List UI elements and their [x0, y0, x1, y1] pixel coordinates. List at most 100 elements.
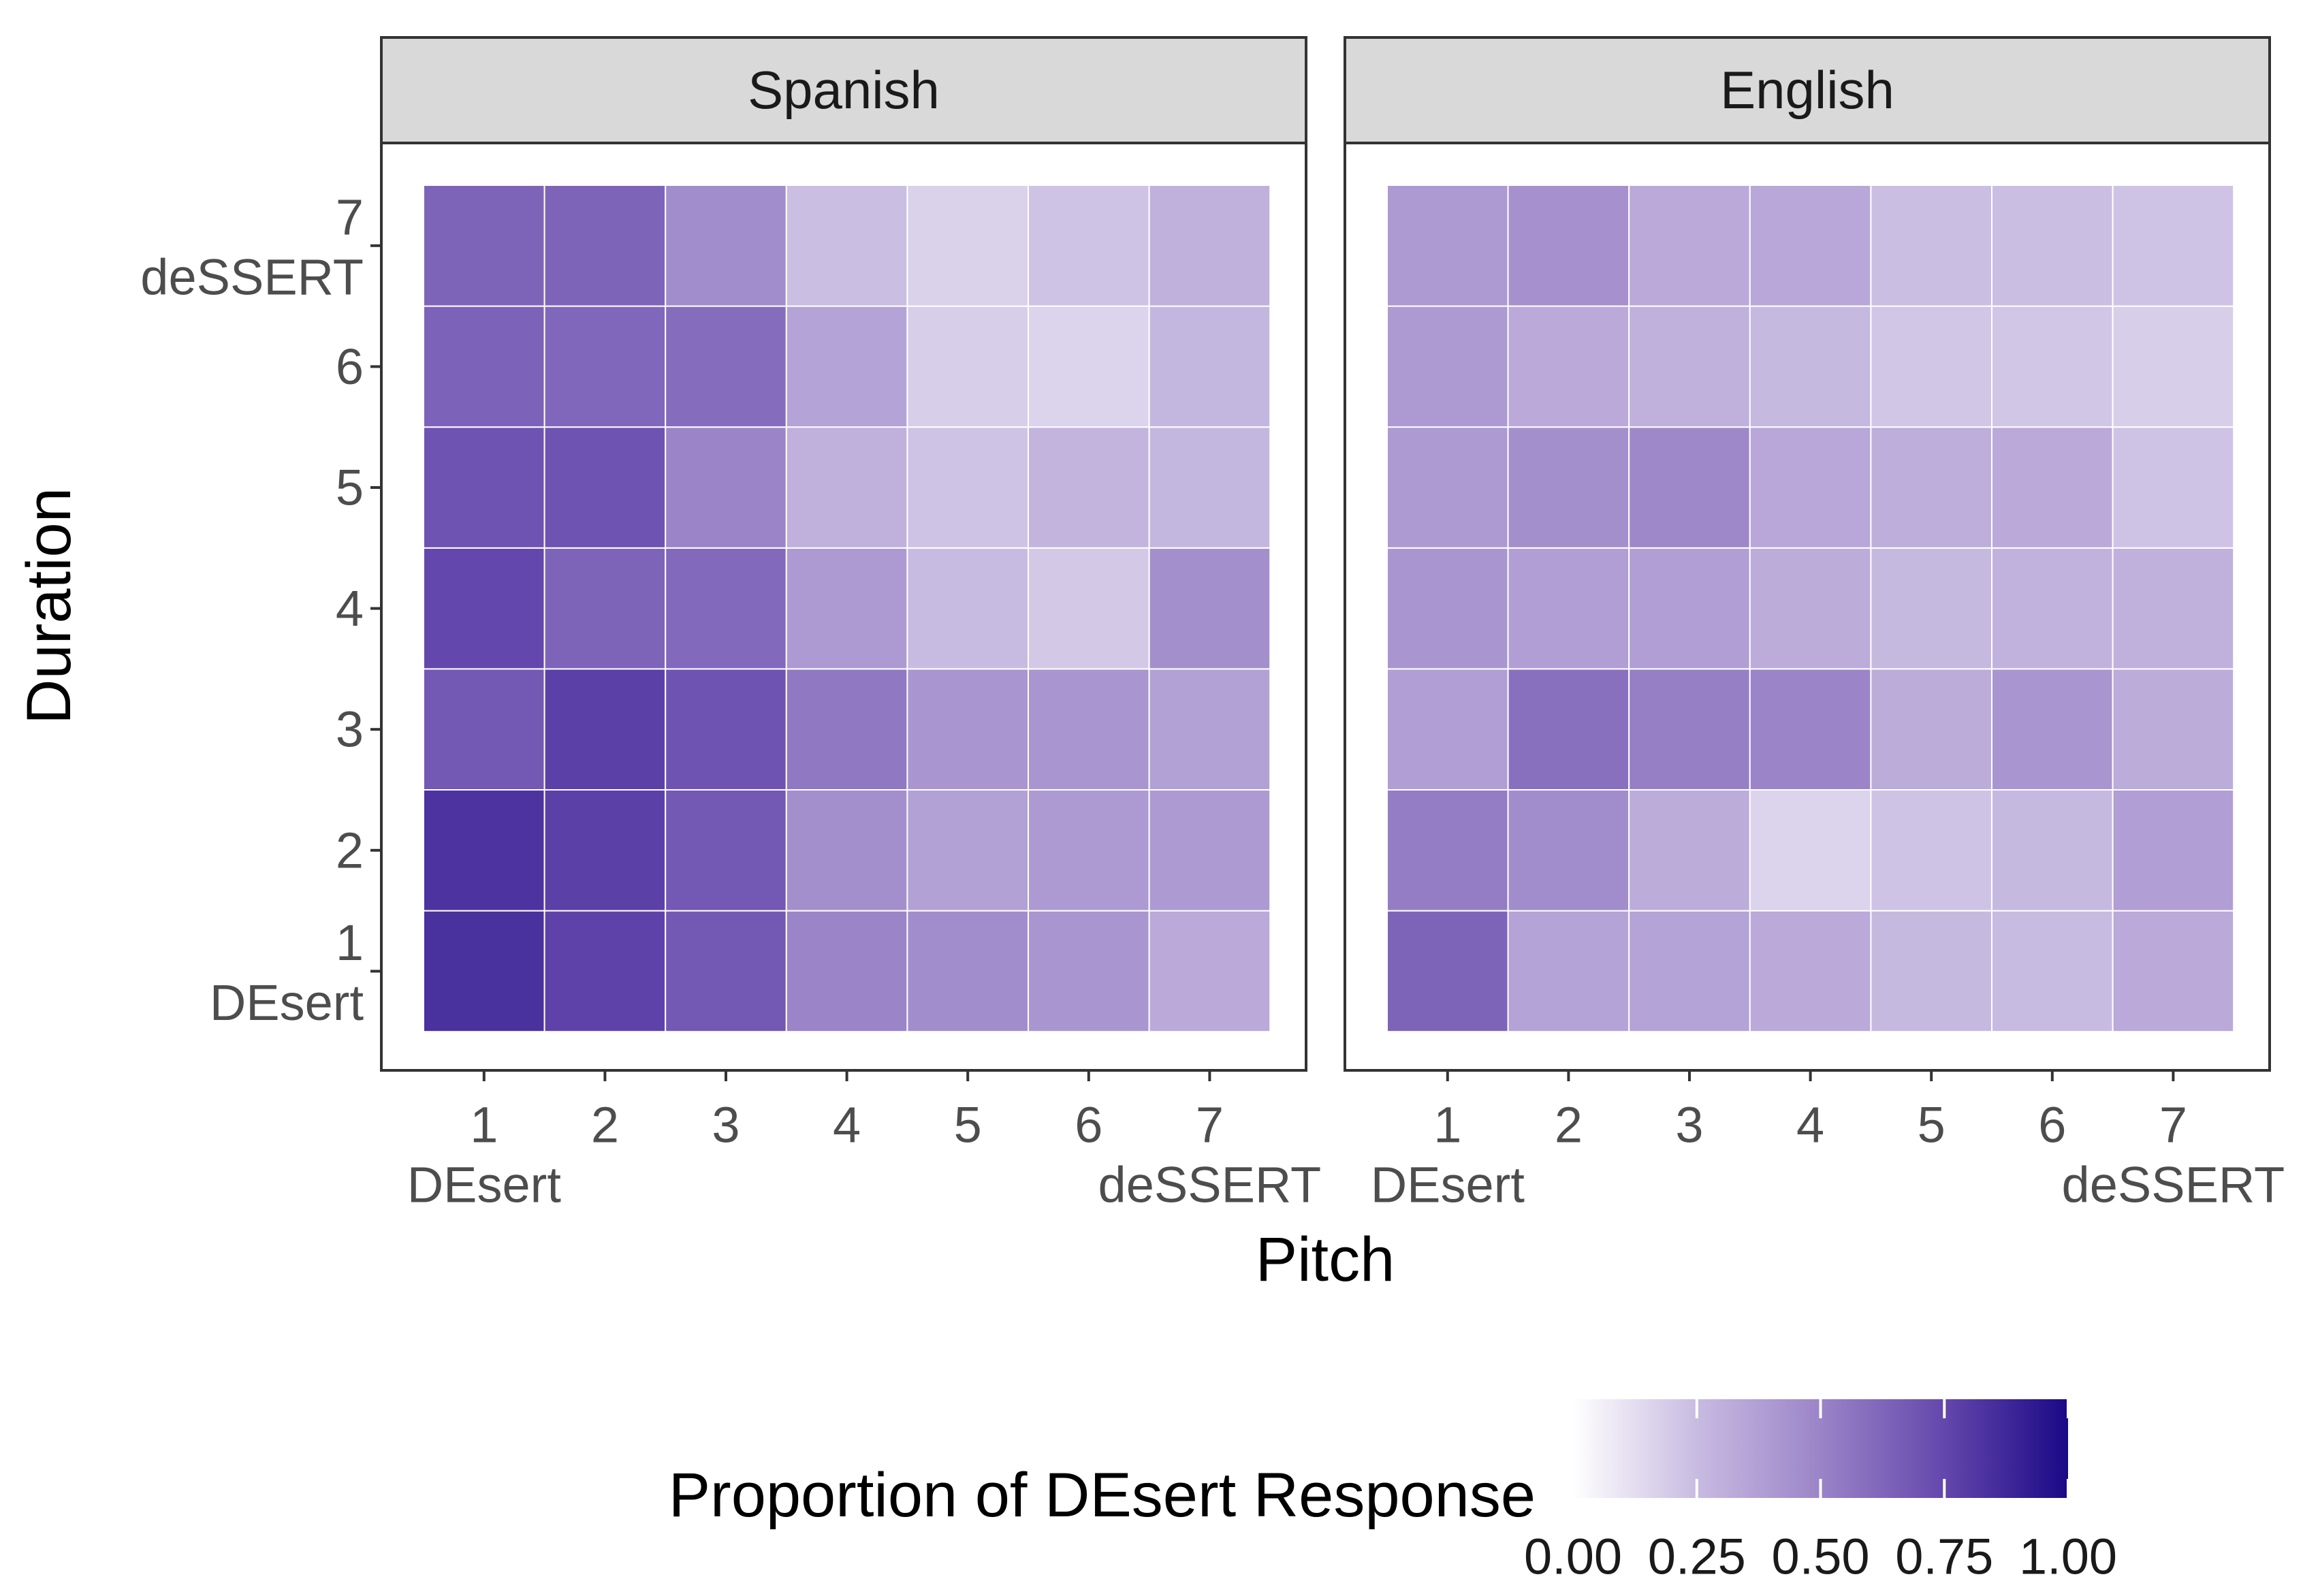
heatmap-cell [1507, 910, 1630, 1033]
color-legend: Proportion of DEsert Response 0.00 0.25 0.… [669, 1399, 2117, 1585]
colorbar-tick-label: 0.50 [1771, 1529, 1869, 1585]
heatmap-cell [1991, 426, 2114, 549]
x-tick-endpoint-label: deSSERT [1098, 1157, 1322, 1213]
heatmap-cell [1028, 305, 1150, 428]
x-tick-label: 3 [712, 1097, 740, 1153]
heatmap-cell [1507, 789, 1630, 912]
y-tick-label: 4 [336, 580, 364, 637]
heatmap-cell [1028, 547, 1150, 670]
y-tick-endpoint-label: DEsert [210, 974, 364, 1031]
x-tick-label: 6 [2038, 1097, 2066, 1153]
heatmap-cells-english [1386, 185, 2235, 1033]
heatmap-cell [1507, 305, 1630, 428]
y-tick-label: 5 [336, 460, 364, 516]
heatmap-cell [665, 305, 787, 428]
heatmap-cell [1148, 789, 1271, 912]
heatmap-cell [1749, 910, 1872, 1033]
heatmap-cell [1749, 305, 1872, 428]
heatmap-cell [785, 910, 908, 1033]
heatmap-cell [1991, 547, 2114, 670]
heatmap-cell [543, 910, 667, 1033]
x-tick-label: 1 [470, 1097, 498, 1153]
heatmap-cell [785, 305, 908, 428]
x-axis-title: Pitch [1256, 1225, 1395, 1294]
heatmap-cell [1028, 668, 1150, 791]
heatmap-cell [1991, 668, 2114, 791]
heatmap-cell [1991, 305, 2114, 428]
y-axis-title: Duration [14, 488, 84, 724]
heatmap-cell [1386, 910, 1509, 1033]
heatmap-cell [2112, 426, 2235, 549]
heatmap-cell [2112, 789, 2235, 912]
heatmap-cell [665, 789, 787, 912]
heatmap-cell [1148, 185, 1271, 307]
heatmap-cell [1749, 547, 1872, 670]
y-tick-label: 2 [336, 822, 364, 878]
heatmap-cell [1628, 185, 1751, 307]
y-tick-label: 6 [336, 338, 364, 395]
x-tick-label: 5 [954, 1097, 982, 1153]
heatmap-cell [1148, 668, 1271, 791]
y-tick-label: 7 [336, 189, 364, 245]
heatmap-cell [1870, 910, 1992, 1033]
heatmap-cell [1148, 910, 1271, 1033]
legend-title: Proportion of DEsert Response [669, 1461, 1536, 1530]
colorbar-ticks: 0.00 0.25 0.50 0.75 1.00 [1524, 1399, 2117, 1585]
heatmap-cell [1749, 185, 1872, 307]
heatmap-cell [785, 547, 908, 670]
heatmap-cell [2112, 547, 2235, 670]
heatmap-cell [1870, 185, 1992, 307]
x-tick-endpoint-label: deSSERT [2062, 1157, 2285, 1213]
colorbar-tick-label: 1.00 [2019, 1529, 2117, 1585]
heatmap-cell [665, 547, 787, 670]
x-tick-label: 6 [1075, 1097, 1102, 1153]
heatmap-cell [1148, 305, 1271, 428]
heatmap-cell [423, 789, 545, 912]
strip-label-spanish: Spanish [748, 60, 940, 120]
heatmap-cell [1028, 789, 1150, 912]
heatmap-cell [2112, 910, 2235, 1033]
x-tick-endpoint-label: DEsert [1371, 1157, 1525, 1213]
heatmap-cell [1507, 185, 1630, 307]
x-tick-endpoint-label: DEsert [407, 1157, 562, 1213]
heatmap-cell [1870, 547, 1992, 670]
heatmap-cell [1507, 668, 1630, 791]
heatmap-cell [1870, 789, 1992, 912]
heatmap-cell [785, 426, 908, 549]
heatmap-cell [423, 185, 545, 307]
heatmap-cell [1148, 426, 1271, 549]
heatmap-cell [1028, 910, 1150, 1033]
heatmap-cell [1749, 426, 1872, 549]
heatmap-cell [1628, 547, 1751, 670]
x-tick-label: 1 [1433, 1097, 1461, 1153]
heatmap-cell [543, 185, 667, 307]
heatmap-cell [1628, 789, 1751, 912]
heatmap-cell [665, 668, 787, 791]
heatmap-cells-spanish [423, 185, 1271, 1033]
heatmap-cell [1870, 305, 1992, 428]
heatmap-cell [543, 547, 667, 670]
x-tick-label: 2 [1555, 1097, 1583, 1153]
heatmap-cell [1148, 547, 1271, 670]
heatmap-cell [423, 305, 545, 428]
heatmap-cell [1749, 789, 1872, 912]
heatmap-cell [1628, 426, 1751, 549]
heatmap-cell [1386, 305, 1509, 428]
heatmap-cell [1386, 547, 1509, 670]
heatmap-cell [1749, 668, 1872, 791]
facet-spanish: Spanish [380, 36, 1307, 1072]
strip-spanish [380, 36, 1307, 144]
x-tick-label: 3 [1675, 1097, 1703, 1153]
heatmap-cell [906, 305, 1030, 428]
strip-label-english: English [1720, 60, 1894, 120]
y-tick-label: 1 [336, 914, 364, 971]
heatmap-cell [665, 185, 787, 307]
heatmap-cell [423, 547, 545, 670]
x-tick-label: 7 [1196, 1097, 1224, 1153]
heatmap-cell [785, 789, 908, 912]
heatmap-cell [2112, 305, 2235, 428]
heatmap-cell [2112, 185, 2235, 307]
